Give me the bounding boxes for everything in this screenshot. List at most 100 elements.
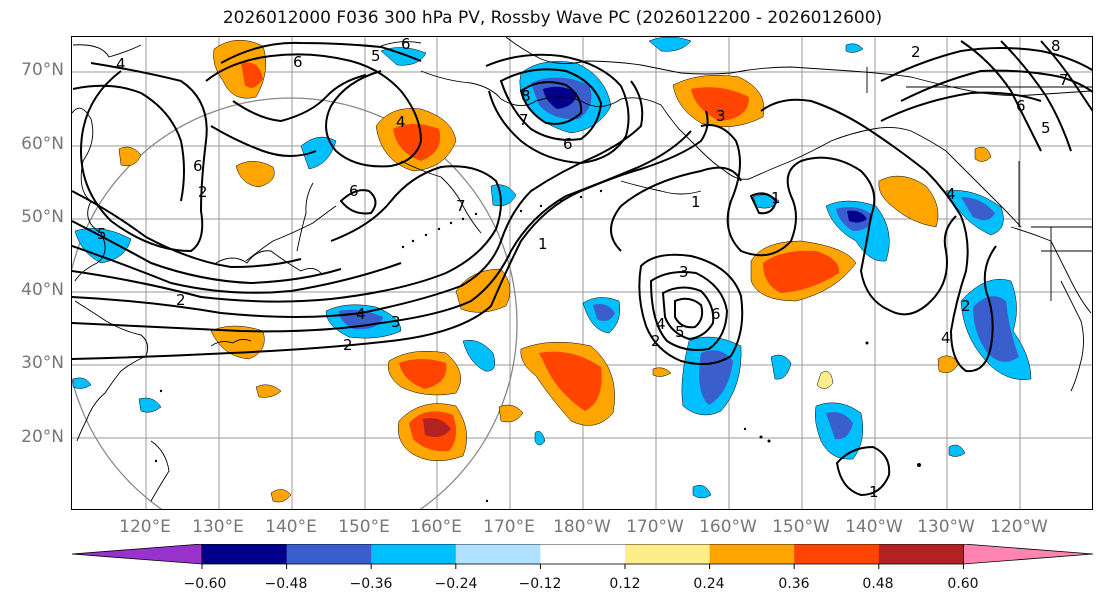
lon-label-120e: 120°E (119, 517, 171, 537)
contour-label: 2 (176, 291, 186, 309)
contour-label: 7 (519, 111, 529, 129)
colorbar-tick-label: 0.48 (862, 576, 894, 592)
contour-line (72, 130, 692, 333)
colorbar-extend-right (963, 544, 1094, 565)
lon-label-160e: 160°E (410, 517, 462, 537)
anomaly-patch (462, 340, 495, 372)
anomaly-patch (255, 384, 282, 398)
lon-label-150w: 150°W (772, 517, 830, 537)
contour-label: 6 (1016, 97, 1026, 115)
contour-label: 2 (911, 43, 921, 61)
contour-label: 6 (293, 53, 303, 71)
contour-label: 7 (1059, 71, 1069, 89)
colorbar-tick-label: −0.48 (264, 576, 308, 592)
colorbar-tick-label: −0.24 (434, 576, 478, 592)
contour-line (674, 297, 704, 329)
lat-label-20n: 20°N (21, 427, 64, 447)
anomaly-patch (770, 354, 792, 380)
contour-line (205, 53, 423, 168)
contour-label: 7 (456, 197, 466, 215)
anomaly-patch (498, 404, 524, 423)
colorbar-tick-label: 0.24 (693, 576, 725, 592)
contour-label: 3 (391, 313, 401, 331)
contour-label: 2 (651, 332, 661, 350)
colorbar-cell (709, 544, 795, 564)
contour-label: 6 (401, 37, 411, 53)
contour-label: 5 (1041, 119, 1051, 137)
anomaly-patch (210, 325, 265, 360)
contour-label: 8 (521, 87, 531, 105)
contour-label: 2 (198, 183, 208, 201)
contour-line (220, 41, 422, 64)
contour-line (880, 47, 1092, 82)
anomaly-patch (490, 184, 517, 207)
lon-label-120w: 120°W (990, 517, 1048, 537)
contour-line (610, 166, 742, 252)
lon-label-170w: 170°W (626, 517, 684, 537)
contour-label: 8 (1051, 37, 1061, 55)
anomaly-patch (380, 47, 427, 66)
anomaly-patch (648, 37, 692, 52)
contour-line (960, 40, 1042, 152)
anomaly-patch (948, 444, 966, 457)
contour-line (72, 80, 644, 318)
map-panel: 4 6 6 5 4 6 7 6 7 8 2 2 2 1 1 6 5 4 2 3 … (71, 36, 1093, 510)
contour-label: 6 (711, 305, 721, 323)
contour-line (72, 245, 402, 294)
map-svg: 4 6 6 5 4 6 7 6 7 8 2 2 2 1 1 6 5 4 2 3 … (72, 37, 1092, 509)
anomaly-patch (300, 136, 337, 170)
contour-label: 6 (193, 157, 203, 175)
anomaly-patch (270, 489, 292, 503)
lat-label-70n: 70°N (21, 60, 64, 80)
contour-line (880, 91, 1042, 122)
colorbar-tick-label: −0.12 (518, 576, 562, 592)
coastlines (72, 37, 1092, 502)
colorbar-cell (455, 544, 541, 564)
contour-line (72, 84, 185, 202)
contour-line (519, 81, 583, 125)
contour-label: 4 (656, 315, 666, 333)
colorbar-cell (540, 544, 626, 564)
contour-label: 4 (941, 329, 951, 347)
lon-label-150e: 150°E (338, 517, 390, 537)
contour-label: 3 (716, 107, 726, 125)
contour-line (1040, 40, 1092, 112)
contour-line (835, 445, 891, 497)
contour-line (72, 165, 502, 303)
lat-label-50n: 50°N (21, 207, 64, 227)
lon-label-140w: 140°W (845, 517, 903, 537)
colorbar-tick-label: 0.12 (609, 576, 641, 592)
colorbar-tick-label: −0.36 (349, 576, 393, 592)
anomaly-patch (72, 377, 92, 389)
anomaly-patch (816, 371, 834, 389)
contour-line (339, 189, 377, 215)
lon-label-140e: 140°E (265, 517, 317, 537)
colorbar-border (201, 544, 964, 565)
contour-label: 4 (116, 55, 126, 73)
colorbar-cell (286, 544, 372, 564)
contour-line (1000, 40, 1072, 152)
contour-label: 1 (691, 193, 701, 211)
contour-label: 5 (675, 323, 685, 341)
anomaly-patch (845, 43, 864, 53)
contour-line (72, 220, 342, 285)
contour-label: 2 (343, 336, 353, 354)
contour-line (700, 124, 957, 316)
contour-label: 6 (563, 135, 573, 153)
colorbar-cell (794, 544, 880, 564)
island-dots (154, 189, 921, 503)
contour-line (210, 125, 317, 157)
pv-contours (72, 40, 1092, 497)
contour-labels: 4 6 6 5 4 6 7 6 7 8 2 2 2 1 1 6 5 4 2 3 … (97, 37, 1069, 501)
anomaly-patch (235, 161, 275, 188)
colorbar-ticks (201, 564, 964, 569)
anomaly-patch (138, 397, 162, 413)
lon-label-180w: 180°W (553, 517, 611, 537)
anomaly-patch (652, 367, 672, 377)
contour-label: 5 (97, 225, 107, 243)
contour-label: 2 (961, 297, 971, 315)
lon-label-160w: 160°W (699, 517, 757, 537)
contour-line (232, 74, 367, 123)
contour-label: 1 (538, 235, 548, 253)
pv-anomaly-patches (72, 37, 1032, 503)
